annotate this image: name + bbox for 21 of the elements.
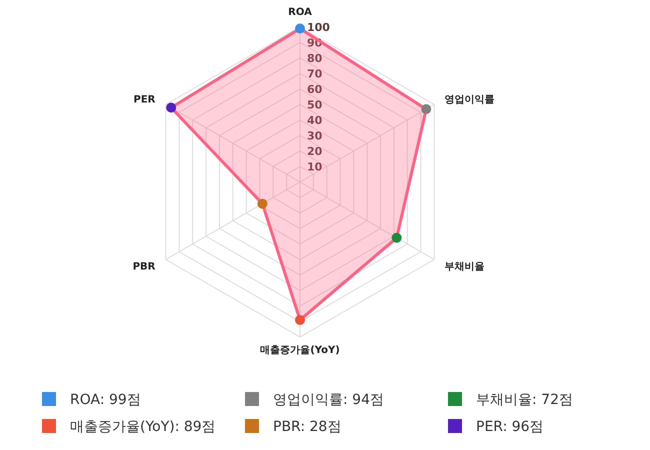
text: 부채비율: 72점 [476,392,573,408]
y-tick-label: 100 [307,21,330,34]
y-tick-label: 10 [307,160,323,174]
y-tick-label: 40 [307,114,323,127]
y-tick-label: 50 [307,98,323,112]
y-tick-label: 30 [307,130,323,142]
spoke-label: ROA [288,7,312,18]
spoke-label: PER [134,94,156,106]
spoke-label: PBR [132,262,156,272]
text: PBR: 28점 [273,419,342,435]
text: 영업이익률: 94점 [273,392,384,408]
y-tick-label: 20 [307,145,323,158]
spoke-label: 부채비율 [444,262,485,272]
y-tick-label: 70 [307,68,323,80]
spoke-label: 영업이익률 [444,94,495,106]
y-tick-label: 60 [307,83,323,96]
spoke-label: 매출증가율(YoY) [260,345,340,356]
text: 매출증가율(YoY): 89점 [70,419,216,435]
text: ROA: 99점 [70,392,141,408]
text: PER: 96점 [476,419,544,435]
y-tick-label: 80 [307,52,323,65]
